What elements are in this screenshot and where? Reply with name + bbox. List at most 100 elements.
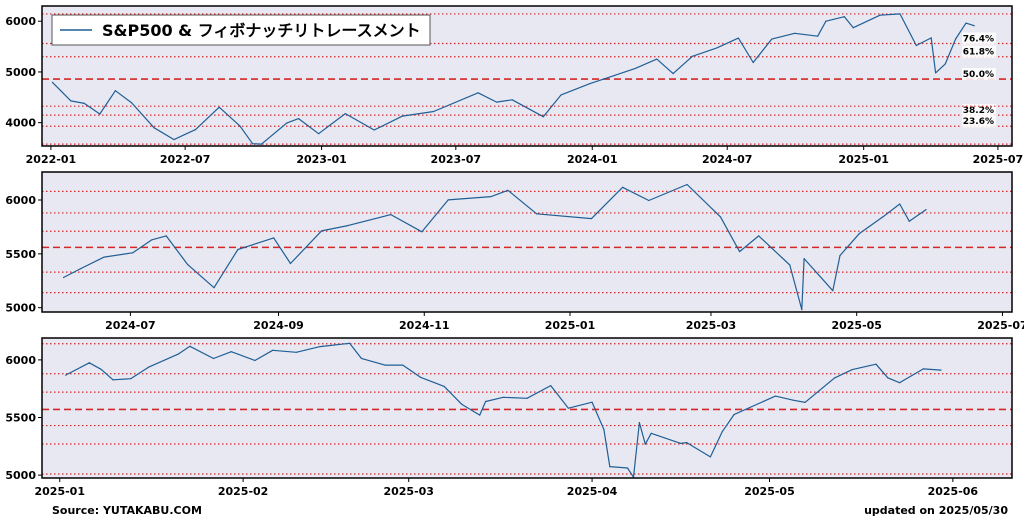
- data-point: [212, 357, 215, 360]
- data-point: [875, 363, 877, 365]
- fib-level-label: 50.0%: [963, 70, 994, 80]
- data-point: [402, 364, 404, 366]
- data-point: [421, 231, 423, 233]
- data-point: [851, 368, 853, 371]
- data-point: [535, 213, 538, 215]
- data-point: [792, 399, 794, 401]
- data-point: [691, 55, 693, 57]
- data-point: [490, 195, 492, 198]
- data-point: [432, 110, 435, 113]
- data-point: [70, 100, 72, 102]
- panel-one-year: 5000 5500 6000 2024-07 2024-09 2024-11 2025-01…: [5, 171, 1024, 332]
- fib-label-bg: [962, 115, 996, 128]
- data-point: [656, 58, 658, 60]
- fib-level-label: 38.2%: [963, 106, 994, 116]
- data-point: [218, 106, 220, 108]
- y-tick-label: 4000: [5, 117, 36, 130]
- data-point: [733, 414, 735, 416]
- data-point: [771, 38, 773, 40]
- data-point: [461, 403, 463, 405]
- x-tick-label: 2025-04: [567, 485, 618, 498]
- data-point: [88, 362, 90, 364]
- data-point: [621, 186, 624, 188]
- data-point: [131, 102, 133, 104]
- data-point: [177, 353, 179, 355]
- y-tick-label: 5000: [5, 469, 36, 482]
- x-tick-label: 2025-01: [545, 319, 596, 332]
- data-point: [589, 83, 591, 85]
- data-point: [638, 421, 640, 424]
- x-tick-label: 2023-01: [296, 153, 347, 166]
- x-tick-label: 2024-01: [567, 153, 618, 166]
- data-point: [899, 13, 901, 15]
- data-point: [526, 397, 528, 399]
- data-point: [187, 264, 189, 266]
- data-point: [716, 47, 718, 49]
- data-point: [833, 377, 836, 379]
- data-point: [114, 90, 117, 92]
- data-point: [147, 366, 150, 368]
- data-point: [626, 467, 629, 469]
- panel-full-history: 23.6%38.2% 50.0% 61.8% 76.4% 4000 5000 6000 202…: [5, 5, 1024, 166]
- data-point: [130, 378, 132, 380]
- x-tick-label: 2025-07: [973, 153, 1024, 166]
- data-point: [887, 377, 889, 379]
- fib-label-bg: [962, 45, 996, 58]
- plot-border: [41, 337, 1013, 479]
- x-tick-label: 2022-01: [26, 153, 77, 166]
- data-point: [591, 401, 593, 403]
- data-point: [789, 264, 791, 266]
- data-point: [567, 407, 570, 409]
- x-tick-label: 2025-05: [831, 319, 882, 332]
- data-point: [401, 115, 404, 117]
- data-point: [384, 364, 386, 366]
- data-point: [858, 233, 860, 235]
- data-point: [477, 92, 479, 94]
- x-tick-label: 2025-07: [977, 319, 1024, 332]
- data-point: [973, 25, 975, 27]
- data-point: [51, 81, 53, 83]
- data-point: [239, 125, 241, 127]
- data-point: [774, 395, 777, 397]
- data-point: [295, 351, 297, 353]
- data-point: [825, 20, 827, 22]
- data-point: [213, 287, 215, 289]
- data-point: [930, 37, 932, 39]
- data-point: [935, 72, 937, 74]
- data-point: [590, 218, 593, 220]
- data-point: [443, 385, 445, 387]
- data-point: [502, 396, 504, 398]
- data-point: [899, 203, 901, 205]
- x-tick-label: 2025-01: [838, 153, 889, 166]
- data-point: [804, 401, 806, 404]
- data-point: [794, 32, 796, 34]
- data-point: [944, 63, 946, 65]
- y-tick-label: 5500: [5, 248, 36, 261]
- data-point: [100, 368, 102, 370]
- data-point: [686, 183, 688, 186]
- data-point: [65, 374, 67, 376]
- data-point: [879, 14, 881, 16]
- x-tick-label: 2024-07: [702, 153, 753, 166]
- sp500-line: [65, 342, 942, 478]
- data-point: [758, 235, 760, 237]
- data-point: [507, 189, 509, 191]
- data-point: [899, 382, 901, 384]
- plot-border: [41, 171, 1013, 313]
- plot-area: [42, 338, 1012, 478]
- fib-label-bg: [962, 68, 996, 81]
- data-point: [419, 376, 422, 378]
- data-point: [542, 116, 544, 118]
- source-label: Source: YUTAKABU.COM: [52, 504, 202, 517]
- x-tick-label: 2024-11: [399, 319, 450, 332]
- data-point: [613, 75, 615, 77]
- data-point: [817, 35, 819, 37]
- data-point: [680, 442, 682, 445]
- data-point: [230, 351, 232, 353]
- panel-2025-ytd: 5000 5500 6000 2025-01 2025-02 2025-03 2025-04…: [5, 337, 1013, 498]
- data-point: [173, 138, 175, 141]
- data-point: [843, 16, 846, 18]
- data-point: [320, 230, 323, 232]
- data-point: [373, 129, 375, 131]
